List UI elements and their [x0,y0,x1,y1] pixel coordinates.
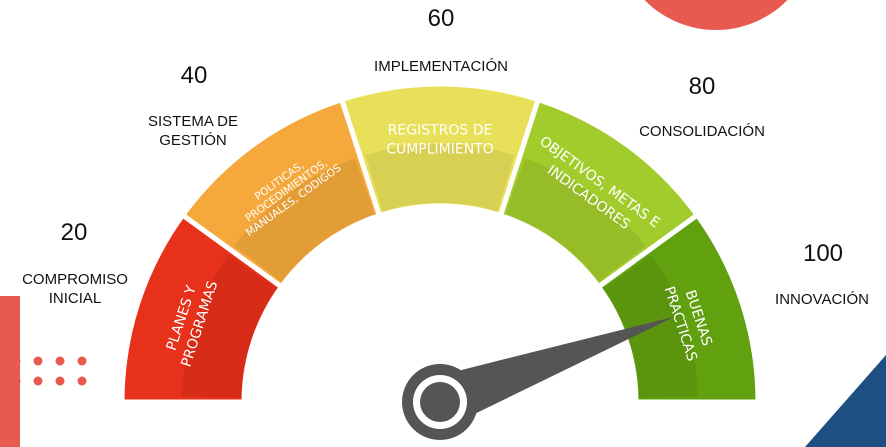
level-label-sistema-de-gestion: SISTEMA DE GESTIÓN [147,113,239,149]
level-label-consolidacion: CONSOLIDACIÓN [639,123,765,140]
level-label-compromiso-inicial: COMPROMISO INICIAL [22,271,128,307]
level-label-innovacion: INNOVACIÓN [775,291,869,308]
gauge-segment-shade [182,254,277,398]
gauge-segment-innovacion [596,212,761,405]
gauge-segment-shade [365,144,515,212]
segment-text-line: CUMPLIMIENTO [386,142,494,158]
level-number-20: 20 [60,219,88,246]
gauge-needle [431,316,675,427]
gauge-segment-shade [234,158,375,282]
level-number-100: 100 [802,240,844,267]
gauge-hub-inner [420,382,460,422]
segment-text-line: REGISTROS DE [388,123,493,139]
level-label-implementacion: IMPLEMENTACIÓN [374,58,508,75]
gauge-segment-shade [505,158,646,282]
level-number-40: 40 [180,62,208,89]
level-number-80: 80 [688,73,716,100]
segment-text-implementacion: REGISTROS DE CUMPLIMIENTO [386,123,494,158]
level-number-60: 60 [427,5,455,32]
